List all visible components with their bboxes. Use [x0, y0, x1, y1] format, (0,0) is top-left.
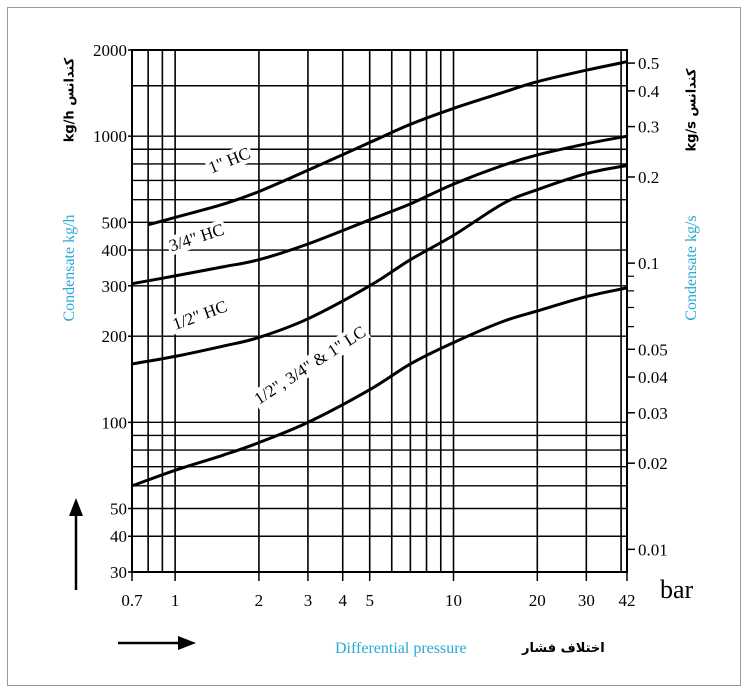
series-curves	[131, 60, 628, 488]
series-label-background	[168, 296, 232, 335]
x-tick-label: 1	[171, 591, 180, 610]
y2-tick-label: 0.02	[638, 454, 668, 473]
series-label-background	[203, 142, 255, 179]
y-axis-label-en: Condensate kg/h	[61, 214, 78, 322]
y2-tick-label: 0.3	[638, 118, 659, 137]
series-label-background	[164, 219, 229, 257]
series-line	[147, 60, 628, 227]
up-arrow-icon	[69, 498, 83, 516]
x-tick-label: 2	[255, 591, 264, 610]
y-axis-label-fa: kg/h کندانس	[62, 57, 78, 143]
y-tick-label: 200	[102, 327, 128, 346]
series-label-background	[249, 321, 371, 410]
y2-tick-label: 0.5	[638, 54, 659, 73]
x-tick-label: 30	[578, 591, 595, 610]
tick-labels: 30 40 50 100 200 300 400 500 1000 2000 0.01 0.02 0.0…	[93, 41, 668, 610]
series-labels: 1" HC3/4" HC1/2" HC1/2", 3/4" & 1" LC	[164, 142, 371, 410]
y-tick-label: 30	[110, 563, 127, 582]
x-tick-label: 0.7	[121, 591, 143, 610]
series-label: 1" HC	[206, 143, 253, 177]
axes	[128, 49, 635, 581]
chart-frame	[7, 7, 741, 686]
plot-border	[131, 49, 628, 573]
right-arrow-icon	[178, 636, 196, 650]
x-tick-label: 4	[338, 591, 347, 610]
series-label: 1/2" HC	[170, 297, 230, 334]
x-unit-label: bar	[660, 575, 694, 604]
y-tick-label: 50	[110, 500, 127, 519]
x-tick-label: 3	[304, 591, 313, 610]
x-axis-label-fa: اختلاف فشار	[522, 641, 605, 656]
y-tick-label: 300	[102, 277, 128, 296]
y2-tick-label: 0.03	[638, 404, 668, 423]
y2-axis-label-en: Condensate kg/s	[683, 215, 700, 321]
y2-tick-label: 0.01	[638, 540, 668, 559]
x-axis-label-en: Differential pressure	[335, 640, 467, 657]
x-tick-label: 5	[365, 591, 374, 610]
y2-tick-label: 0.4	[638, 82, 660, 101]
series-line	[131, 134, 628, 286]
x-tick-label: 20	[529, 591, 546, 610]
series-line	[131, 164, 628, 366]
y-tick-label: 100	[102, 413, 128, 432]
y-tick-label: 400	[102, 241, 128, 260]
y2-axis-label-fa: kg/s کندانس	[684, 68, 700, 152]
y-tick-label: 500	[102, 213, 128, 232]
y2-tick-label: 0.1	[638, 254, 659, 273]
direction-arrows	[69, 498, 196, 650]
y-tick-label: 40	[110, 527, 127, 546]
y-tick-label: 1000	[93, 127, 127, 146]
y2-tick-label: 0.2	[638, 168, 659, 187]
series-line	[131, 286, 628, 488]
y-tick-label: 2000	[93, 41, 127, 60]
y2-tick-label: 0.05	[638, 340, 668, 359]
x-tick-label: 42	[619, 591, 636, 610]
x-tick-label: 10	[445, 591, 462, 610]
y2-tick-label: 0.04	[638, 368, 668, 387]
